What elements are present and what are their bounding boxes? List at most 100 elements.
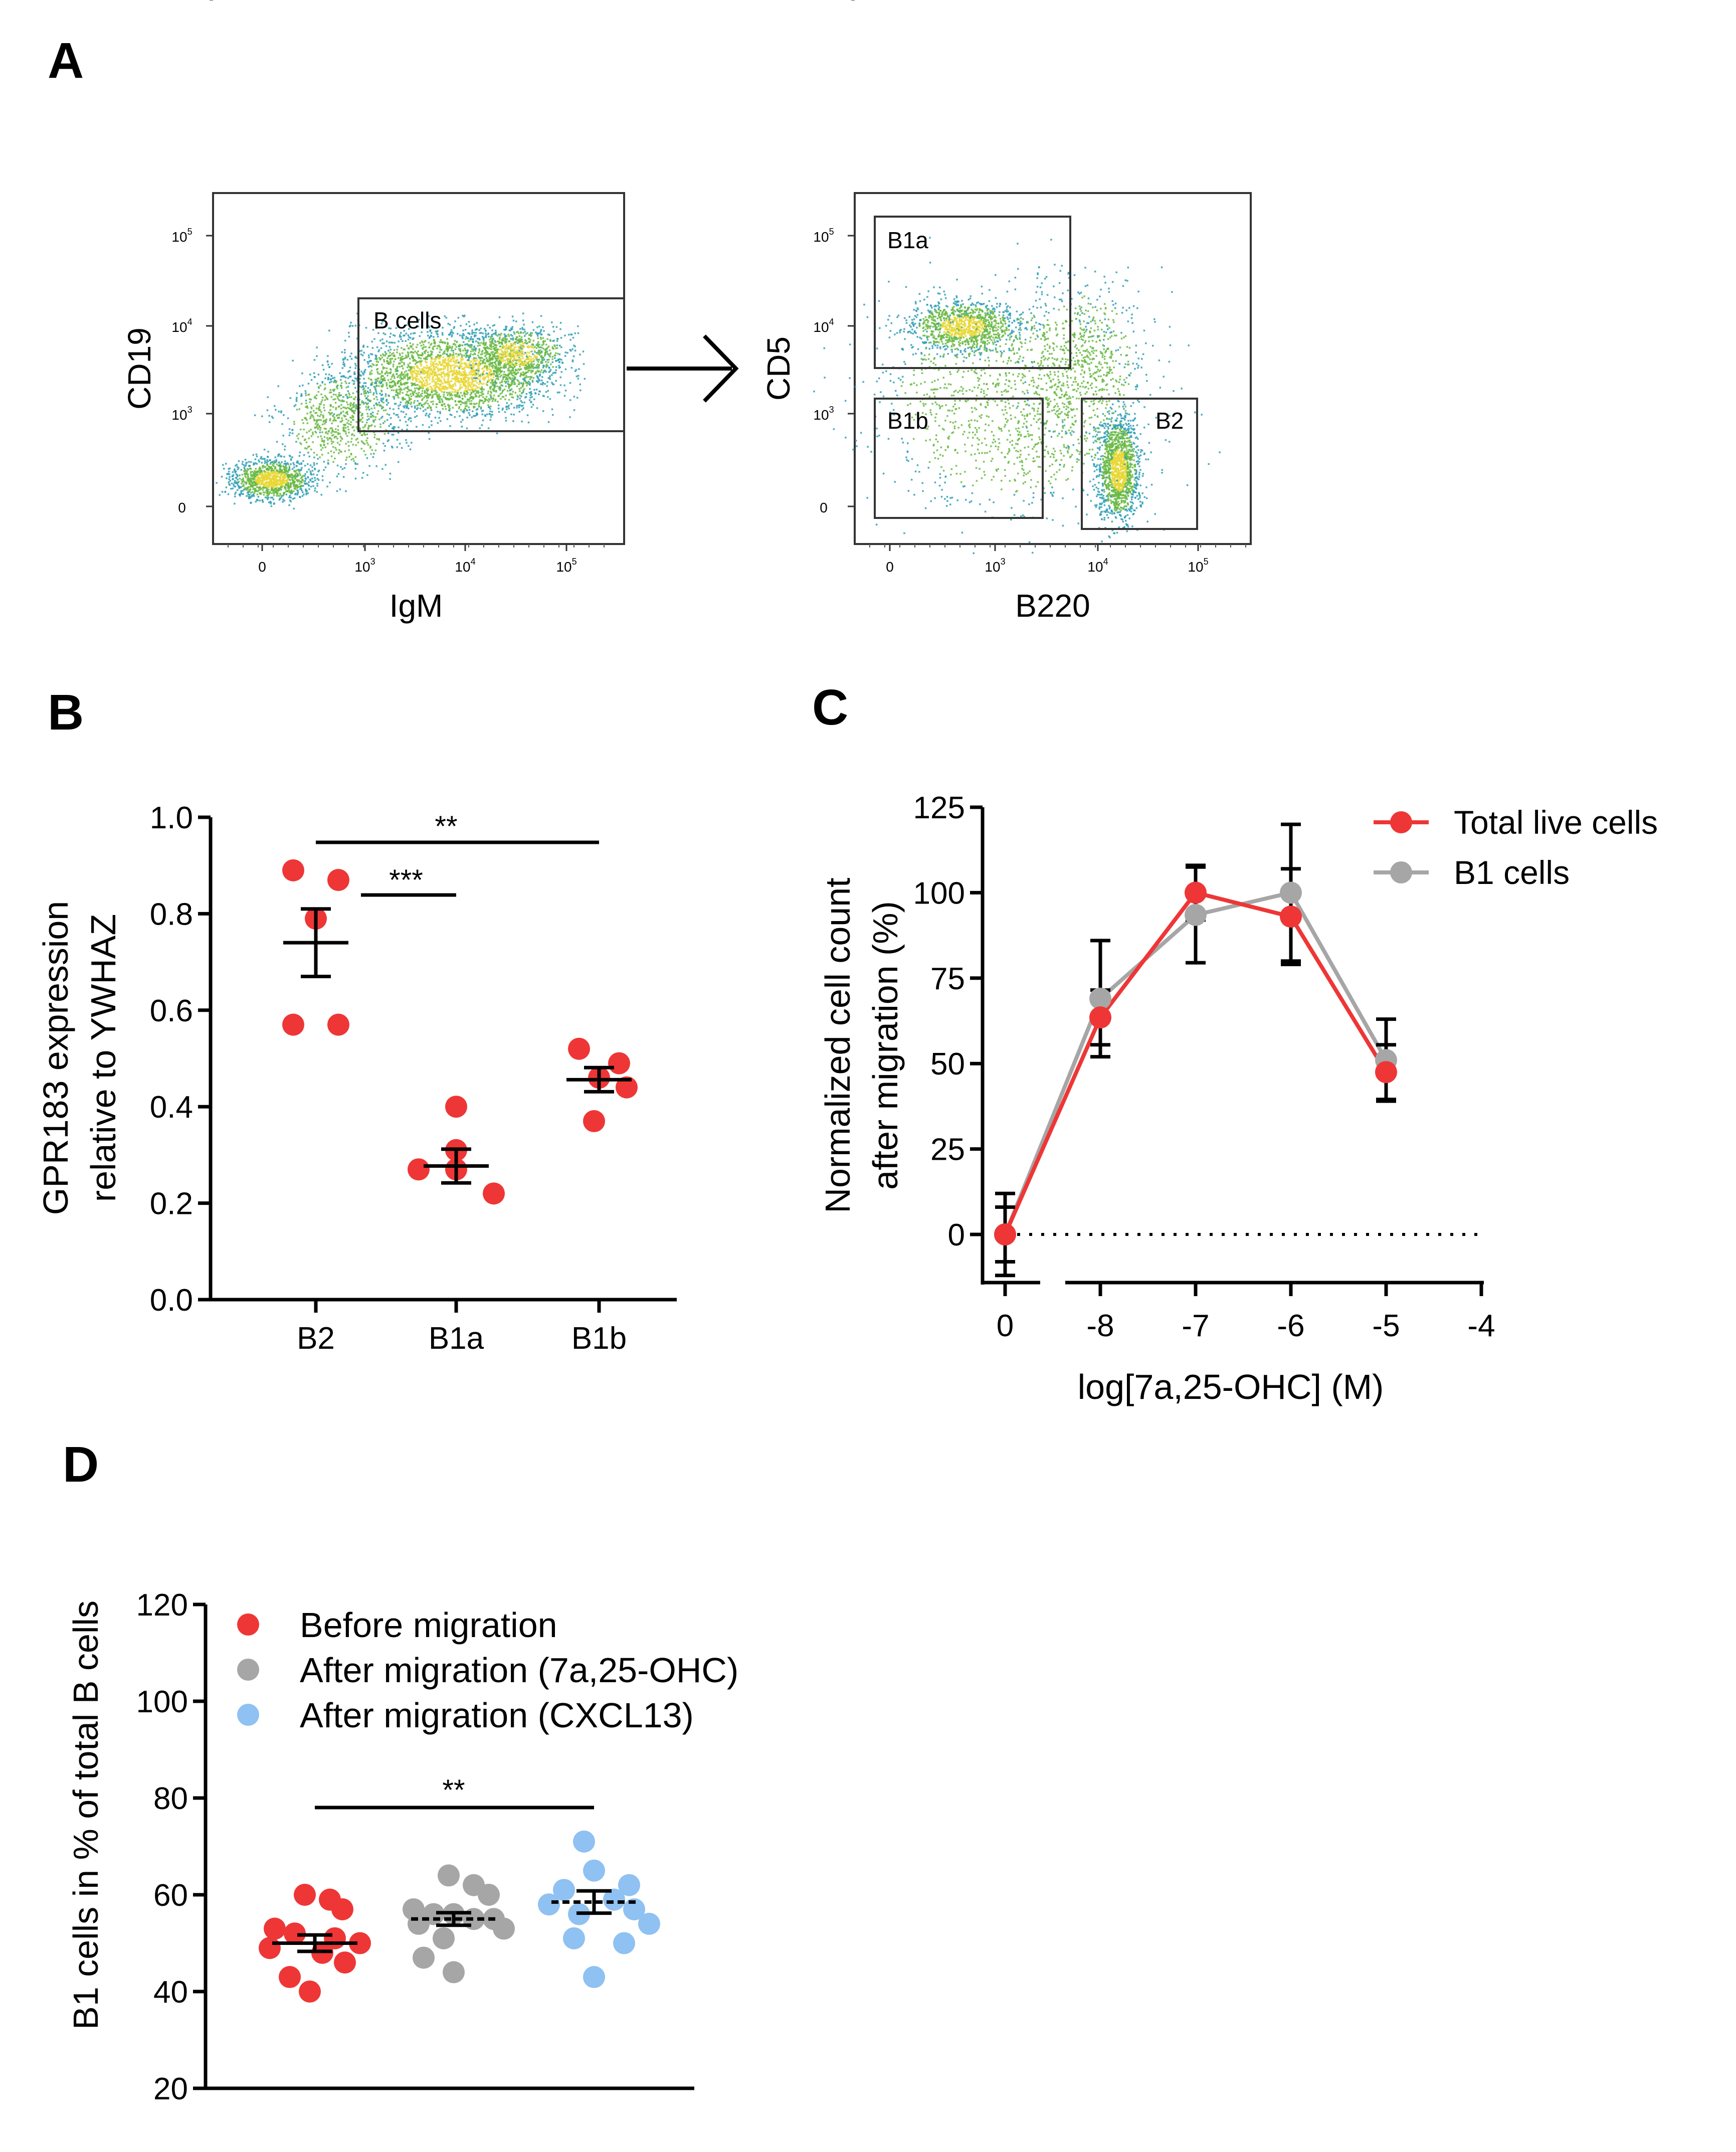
facs-event [475,377,477,379]
facs-event [414,383,416,385]
facs-event [443,373,446,375]
facs-event [303,454,305,456]
facs-event [458,370,460,372]
facs-event [283,492,285,494]
facs-event [405,402,407,404]
facs-event [520,351,522,354]
facs-event [423,357,425,360]
facs-event [433,339,435,341]
facs-event [305,392,307,394]
facs-event [485,341,487,344]
facs-event [375,357,378,360]
facs-event [460,344,462,346]
facs-event [309,479,312,482]
facs-event [276,473,279,475]
facs-event [426,400,428,402]
facs-event [337,432,339,434]
facs-event [505,377,507,379]
facs-event [421,352,424,354]
facs-event [291,490,293,493]
facs-event [432,345,435,348]
facs-event [401,447,403,449]
facs-event [429,379,431,381]
facs-event [422,424,424,426]
facs-event [528,361,531,363]
facs-event [407,377,409,379]
facs-event [327,459,329,461]
facs-event [408,407,410,410]
facs-event [395,403,397,405]
facs-event [296,479,298,481]
facs-event [560,371,562,373]
facs-event [508,329,511,331]
facs-event [499,360,501,363]
facs-event [487,390,489,393]
facs-event [293,470,295,472]
facs-event [359,429,361,431]
facs-event [363,382,365,384]
facs-event [451,398,454,400]
facs-event [294,484,297,486]
facs-event [536,367,538,369]
facs-event [399,391,401,393]
facs-event [447,379,449,381]
facs-event [313,359,316,361]
facs-event [234,495,236,497]
facs-event [507,353,509,355]
facs-event [390,360,392,362]
facs-event [449,346,452,348]
facs-event [291,456,293,458]
facs-event [533,367,535,369]
facs-event [524,359,527,362]
facs-event [471,382,473,384]
facs-event [409,378,411,380]
facs-event [464,380,467,382]
facs-event [252,471,254,473]
facs-event [440,379,442,381]
facs-event [495,371,497,373]
facs-event [279,467,281,469]
facs-event [536,370,539,372]
facs-event [410,390,412,392]
facs-event [456,365,458,367]
facs-event [406,391,409,393]
facs-event [442,333,444,336]
facs-event [486,367,488,369]
facs-event [526,332,528,334]
facs-event [511,326,513,328]
facs-event [491,358,493,360]
facs-event [386,413,389,415]
facs-event [384,464,387,466]
facs-event [487,332,490,334]
facs-event [490,395,492,397]
facs-event [522,389,524,391]
facs-event [407,402,409,404]
facs-event [435,406,438,408]
facs-event [505,335,508,337]
facs-event [338,414,341,416]
facs-event [296,460,299,462]
facs-event [258,479,261,481]
facs-event [313,397,316,399]
facs-event [516,398,518,401]
facs-event [284,486,286,488]
facs-event [559,376,561,379]
facs-event [312,405,314,407]
facs-event [490,414,492,416]
facs-event [422,341,424,343]
facs-event [390,417,392,419]
facs-event [394,341,396,344]
facs-event [462,349,464,351]
facs-event [519,328,521,330]
facs-event [448,406,450,409]
facs-event [411,356,413,358]
facs-event [331,422,333,425]
facs-event [429,372,432,374]
facs-event [329,412,331,415]
facs-event [478,401,481,403]
facs-event [470,336,472,338]
facs-event [471,348,473,350]
facs-event [297,491,299,493]
facs-event [463,394,466,396]
facs-event [256,455,258,457]
